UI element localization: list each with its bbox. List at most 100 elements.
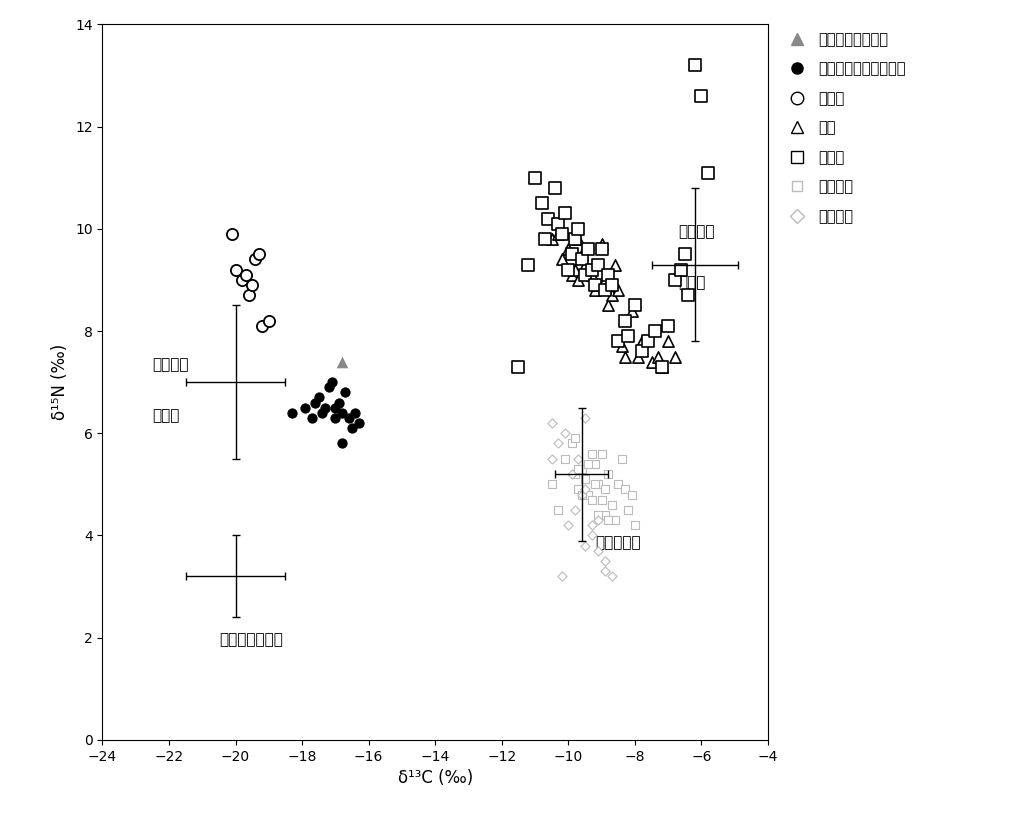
Point bbox=[328, 411, 344, 424]
Point bbox=[590, 258, 606, 271]
Point bbox=[510, 360, 526, 373]
Point bbox=[560, 243, 577, 256]
Point bbox=[621, 329, 637, 342]
Point bbox=[347, 406, 364, 420]
Point bbox=[328, 401, 344, 414]
Point bbox=[573, 253, 590, 266]
Point bbox=[630, 350, 646, 363]
Point bbox=[640, 335, 656, 348]
Point bbox=[573, 488, 590, 501]
Point bbox=[577, 539, 593, 552]
Point bbox=[331, 396, 347, 409]
Point bbox=[321, 380, 337, 393]
Point bbox=[547, 181, 563, 194]
Point bbox=[603, 279, 620, 292]
Text: 雑穀平均値: 雑穀平均値 bbox=[595, 536, 641, 550]
Point bbox=[600, 514, 616, 527]
Point bbox=[554, 253, 570, 266]
Point bbox=[544, 416, 560, 429]
Point bbox=[603, 289, 620, 302]
Point bbox=[334, 437, 350, 450]
Point bbox=[590, 279, 606, 292]
Point bbox=[567, 263, 584, 276]
Point bbox=[560, 519, 577, 532]
Point bbox=[597, 483, 613, 496]
Point bbox=[261, 315, 278, 328]
Point bbox=[597, 508, 613, 521]
Point bbox=[314, 406, 331, 420]
Point bbox=[660, 320, 677, 333]
Point bbox=[563, 268, 580, 281]
Point bbox=[616, 483, 633, 496]
Point bbox=[227, 263, 244, 276]
Point bbox=[580, 263, 596, 276]
Point bbox=[590, 544, 606, 557]
Point bbox=[577, 472, 593, 485]
Point bbox=[557, 427, 573, 440]
Point bbox=[594, 237, 610, 250]
Point bbox=[570, 483, 587, 496]
Point bbox=[554, 570, 570, 583]
Point bbox=[577, 258, 593, 271]
Text: 草食動物平均値: 草食動物平均値 bbox=[219, 633, 283, 647]
Point bbox=[248, 253, 264, 266]
Point bbox=[334, 355, 350, 368]
Point bbox=[616, 350, 633, 363]
Point bbox=[573, 488, 590, 501]
Point bbox=[687, 59, 703, 72]
Point bbox=[587, 284, 603, 297]
Point bbox=[590, 478, 606, 491]
Point bbox=[587, 458, 603, 471]
Point bbox=[677, 248, 693, 261]
Point bbox=[541, 212, 557, 225]
Point bbox=[563, 467, 580, 480]
Point bbox=[527, 172, 544, 185]
Point bbox=[597, 554, 613, 567]
Point bbox=[680, 289, 696, 302]
Point bbox=[337, 386, 353, 399]
Point bbox=[334, 406, 350, 420]
Point bbox=[584, 529, 600, 542]
Point bbox=[616, 315, 633, 328]
Point bbox=[537, 233, 553, 246]
Point bbox=[563, 437, 580, 450]
Point bbox=[594, 493, 610, 506]
Point bbox=[577, 268, 593, 281]
Point bbox=[251, 248, 267, 261]
Point bbox=[627, 519, 643, 532]
Point bbox=[304, 411, 321, 424]
Point bbox=[567, 467, 584, 480]
Point bbox=[667, 273, 683, 286]
Point bbox=[567, 432, 584, 445]
Point bbox=[234, 273, 251, 286]
Point bbox=[624, 304, 640, 317]
Point bbox=[284, 406, 300, 420]
Point bbox=[554, 228, 570, 241]
Point bbox=[600, 299, 616, 312]
Point bbox=[594, 243, 610, 256]
Point bbox=[573, 248, 590, 261]
Point bbox=[550, 217, 566, 230]
Point bbox=[224, 228, 241, 241]
Point bbox=[607, 514, 624, 527]
Point bbox=[587, 279, 603, 292]
Point bbox=[550, 228, 566, 241]
Y-axis label: δ¹⁵N (‰): δ¹⁵N (‰) bbox=[51, 344, 70, 420]
Point bbox=[534, 197, 550, 210]
Legend: 生仁（縄文晩期）, 七五三掛（縄文晩期）, 小荊山, 北仃, 前掌大, 炭化アワ, 炭化キビ: 生仁（縄文晩期）, 七五三掛（縄文晩期）, 小荊山, 北仃, 前掌大, 炭化アワ… bbox=[782, 32, 906, 224]
Point bbox=[674, 263, 690, 276]
Point bbox=[307, 396, 324, 409]
Point bbox=[350, 416, 367, 429]
Point bbox=[597, 565, 613, 578]
Point bbox=[310, 391, 327, 404]
Point bbox=[570, 463, 587, 476]
Point bbox=[660, 335, 677, 348]
Point bbox=[624, 488, 640, 501]
Point bbox=[544, 452, 560, 465]
Point bbox=[610, 478, 627, 491]
Point bbox=[238, 268, 254, 281]
Point bbox=[344, 422, 360, 435]
Point bbox=[584, 519, 600, 532]
Point bbox=[550, 437, 566, 450]
Point bbox=[603, 498, 620, 511]
